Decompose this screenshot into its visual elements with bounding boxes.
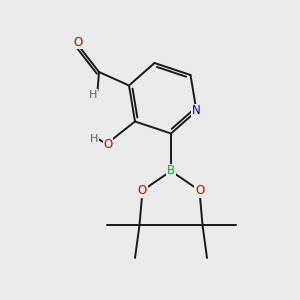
Text: O: O	[195, 184, 204, 197]
Text: B: B	[167, 164, 175, 178]
Text: H: H	[89, 89, 97, 100]
Text: O: O	[103, 137, 112, 151]
Text: H: H	[90, 134, 99, 145]
Text: O: O	[138, 184, 147, 197]
Text: O: O	[74, 35, 82, 49]
Text: N: N	[192, 104, 201, 118]
